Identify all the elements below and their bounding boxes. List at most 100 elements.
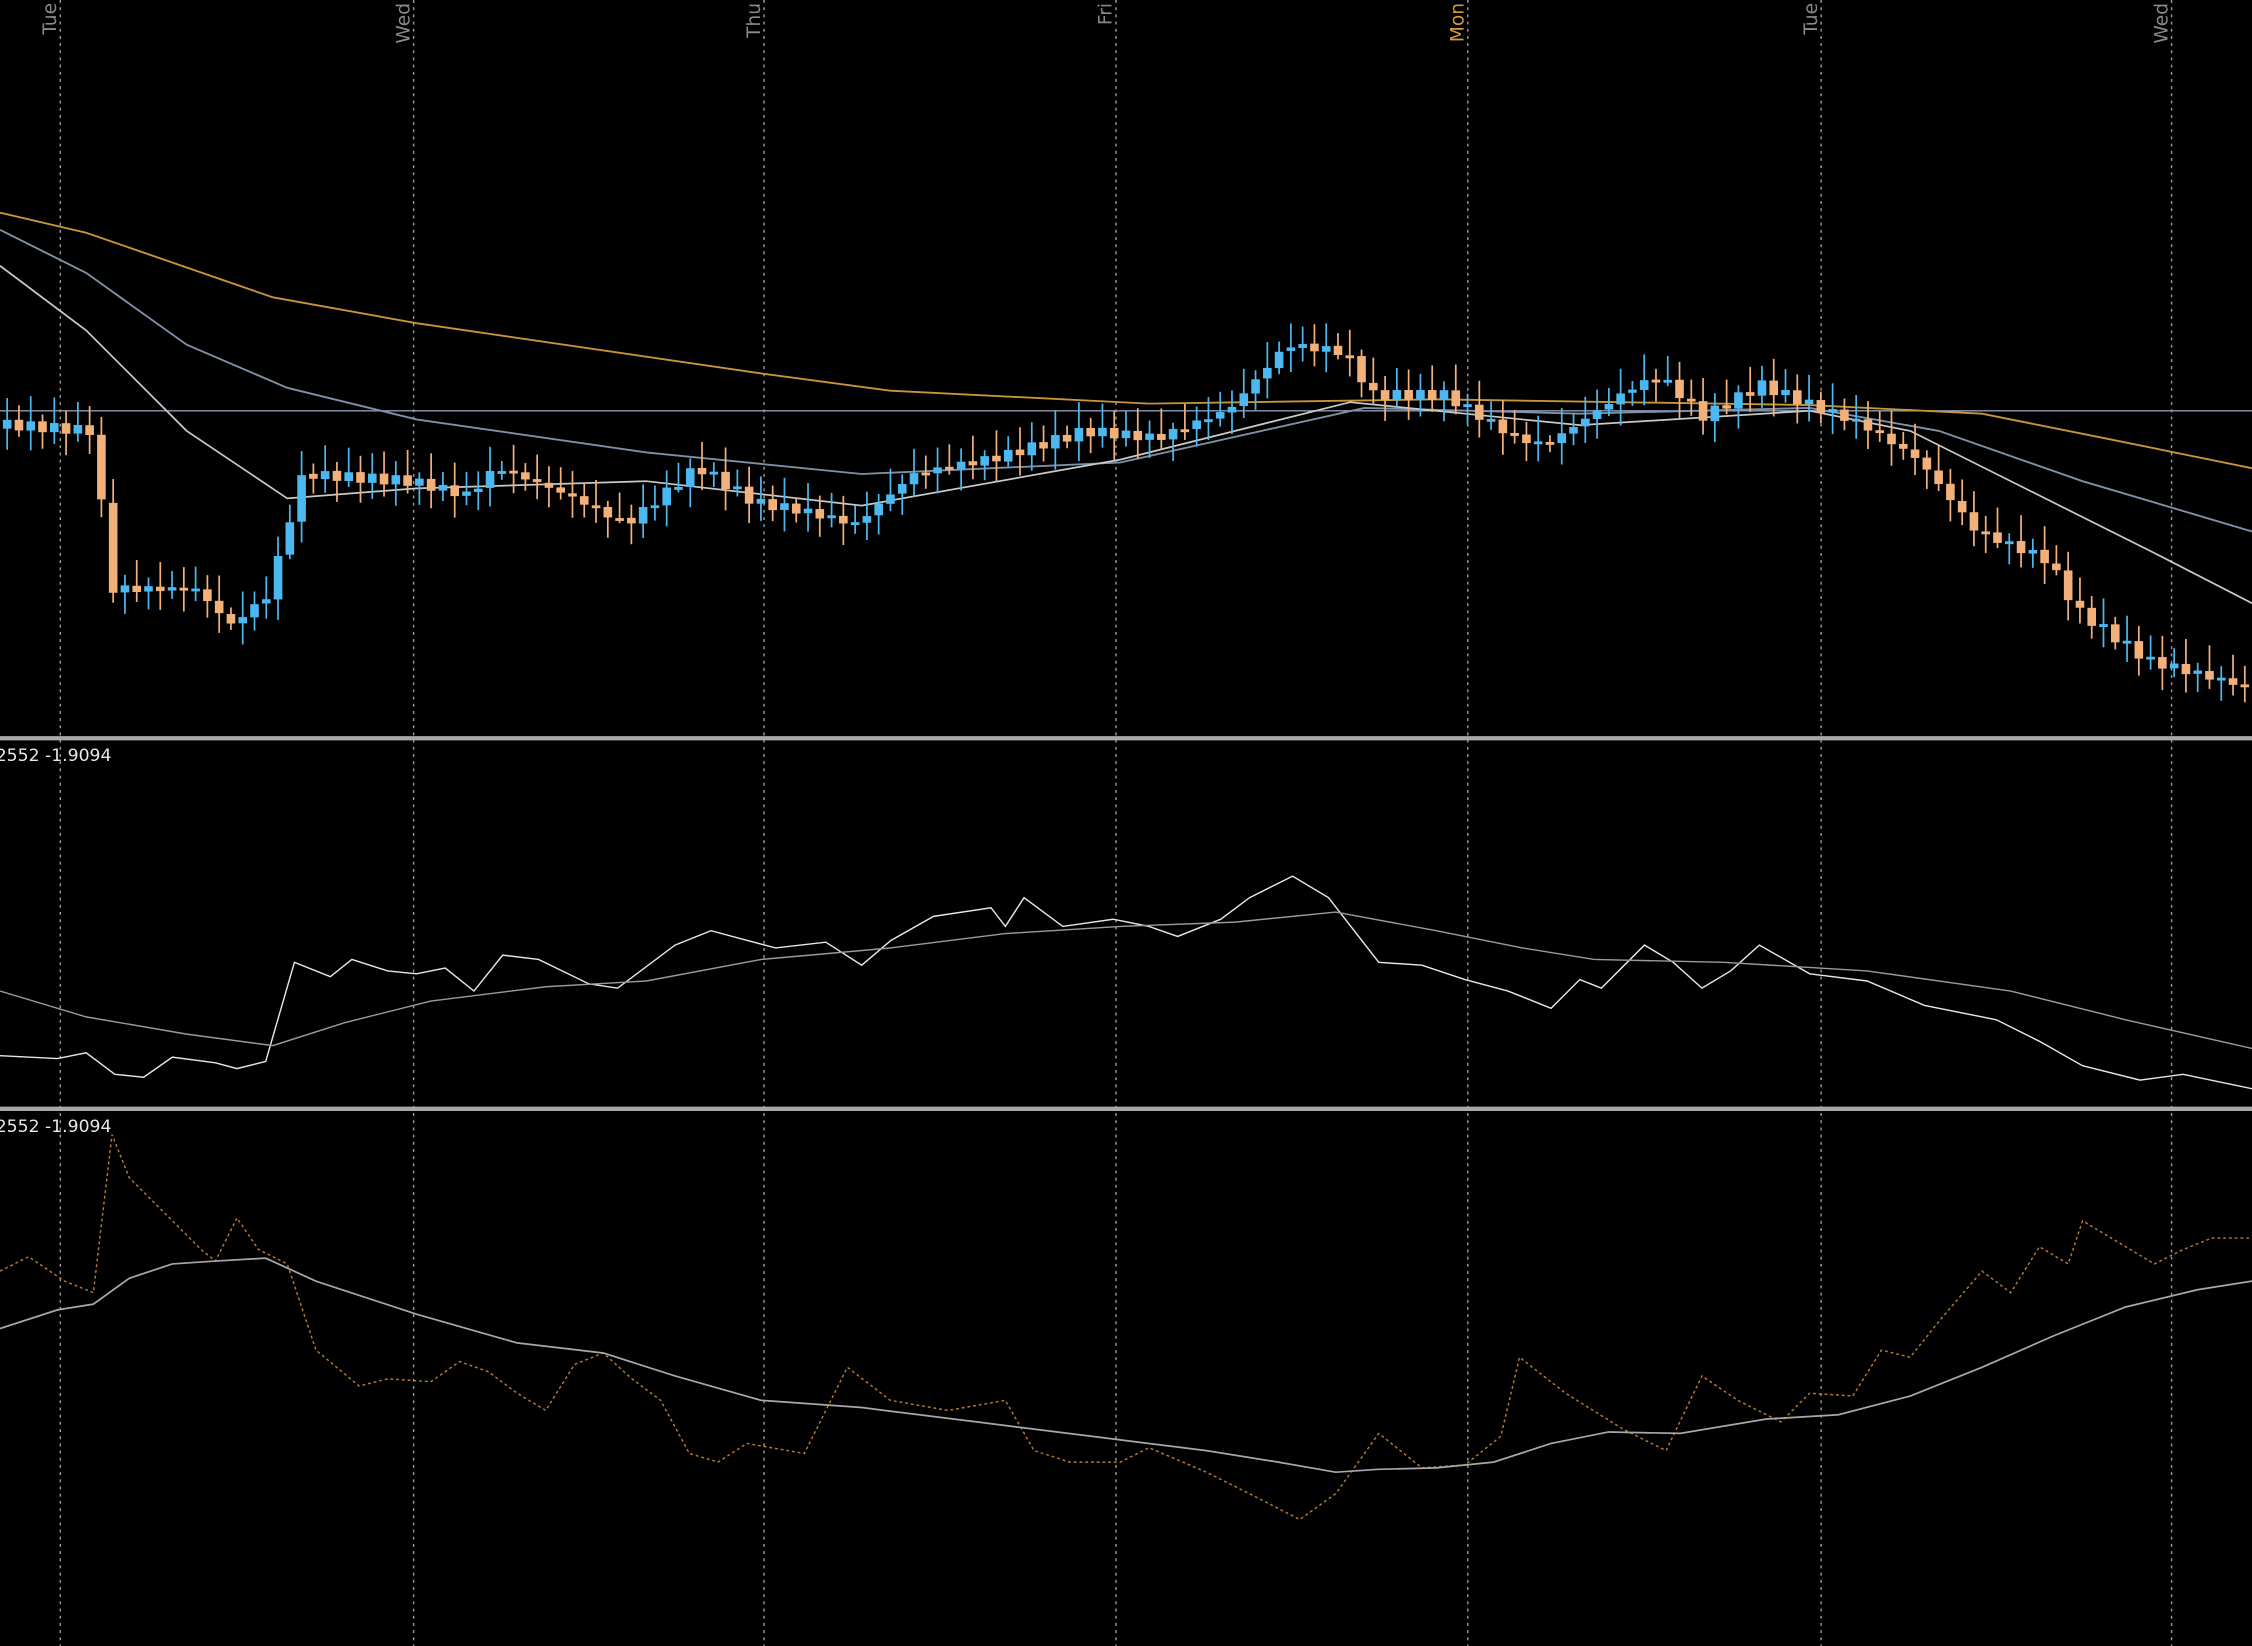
candle-body <box>1545 441 1555 445</box>
candle-body <box>309 473 318 479</box>
candle-body <box>1616 393 1625 405</box>
candle-body <box>615 518 624 521</box>
candle-body <box>968 461 978 466</box>
candle-body <box>1263 367 1272 379</box>
candle-body <box>850 522 860 526</box>
candle-body <box>1121 430 1131 439</box>
candle-body <box>697 467 707 475</box>
candle-body <box>2122 640 2132 644</box>
candle-body <box>933 467 942 474</box>
candle-body <box>1604 404 1614 410</box>
candle-body <box>1310 343 1319 352</box>
candle-body <box>815 509 825 519</box>
candle-body <box>1404 389 1413 401</box>
candle-body <box>1522 434 1531 444</box>
candle-body <box>2052 563 2061 571</box>
candle-body <box>1887 433 1896 445</box>
candle-body <box>97 434 106 500</box>
candle-body <box>1298 344 1307 348</box>
candle-body <box>203 589 212 602</box>
candle-body <box>1946 483 1955 501</box>
candle-body <box>2169 663 2179 669</box>
candle-body <box>2228 678 2238 685</box>
candle-body <box>1698 401 1708 421</box>
candle-body <box>1486 418 1496 422</box>
candle-body <box>38 421 47 433</box>
time-label: Tue <box>40 3 61 36</box>
candle-body <box>945 466 954 470</box>
candle-body <box>1934 470 1943 484</box>
time-label: Wed <box>2151 3 2172 44</box>
candle-body <box>1416 389 1425 401</box>
candle-body <box>956 461 966 470</box>
time-label: Tue <box>1801 3 1822 36</box>
candle-body <box>1651 379 1661 383</box>
candle-body <box>2216 677 2226 681</box>
candle-body <box>1145 433 1154 440</box>
candle-body <box>1957 500 1967 513</box>
candle-body <box>191 588 200 592</box>
candle-body <box>1910 449 1920 458</box>
candle-body <box>1675 379 1684 399</box>
candle-body <box>2028 549 2038 554</box>
candle-body <box>179 587 189 591</box>
candle-body <box>874 503 883 516</box>
candle-body <box>1003 449 1013 462</box>
candle-body <box>733 486 742 490</box>
candle-body <box>1168 428 1178 440</box>
candle-body <box>709 471 719 475</box>
candle-body <box>1157 433 1166 440</box>
candle-body <box>1015 449 1025 456</box>
candle-body <box>1993 532 2002 543</box>
candle-body <box>1510 433 1519 436</box>
candle-body <box>2075 600 2085 608</box>
candle-body <box>780 503 789 510</box>
candle-body <box>532 479 542 483</box>
candle-body <box>1369 382 1378 391</box>
candle-body <box>1498 419 1508 434</box>
candle-body <box>1710 405 1720 422</box>
candle-body <box>1321 346 1331 352</box>
candle-body <box>1722 405 1731 409</box>
candle-body <box>521 472 530 480</box>
candle-body <box>2004 541 2014 545</box>
candle-body <box>85 425 94 436</box>
candle-body <box>2193 670 2203 674</box>
candle-body <box>1227 406 1237 413</box>
candle-body <box>1027 442 1037 456</box>
candle-body <box>2063 570 2073 601</box>
candle-body <box>73 425 83 434</box>
candle-body <box>391 475 401 485</box>
candle-body <box>1816 400 1826 413</box>
candle-body <box>120 585 130 593</box>
candle-body <box>909 473 919 485</box>
candle-body <box>1392 390 1402 400</box>
candle-body <box>1969 512 1979 531</box>
candle-body <box>2134 641 2144 659</box>
candle-body <box>379 473 389 485</box>
candle-body <box>1062 434 1072 442</box>
candle-body <box>261 599 271 604</box>
candle-body <box>603 506 613 518</box>
candle-body <box>1086 427 1095 437</box>
candle-body <box>1239 393 1249 407</box>
time-label: Thu <box>744 3 765 39</box>
candle-body <box>2205 671 2214 680</box>
candle-body <box>744 486 754 504</box>
candle-body <box>1204 419 1213 423</box>
candle-body <box>1792 390 1802 405</box>
candle-body <box>497 471 507 474</box>
candle-body <box>2110 624 2120 643</box>
candle-body <box>1475 404 1484 420</box>
candle-body <box>356 472 365 483</box>
candle-body <box>1251 379 1260 394</box>
candle-body <box>1192 420 1201 430</box>
candle-body <box>1828 409 1837 413</box>
candle-body <box>226 613 236 624</box>
candle-body <box>768 499 777 511</box>
candle-body <box>1109 427 1119 439</box>
candle-body <box>1098 427 1107 437</box>
candle-body <box>509 470 518 474</box>
candle-body <box>144 586 153 592</box>
